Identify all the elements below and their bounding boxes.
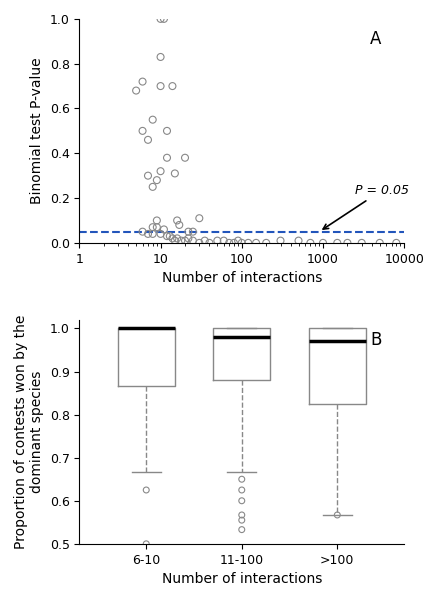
Point — [149, 115, 156, 124]
Point — [307, 238, 314, 248]
Point — [153, 215, 160, 225]
Point — [196, 238, 203, 248]
Point — [181, 236, 188, 245]
Point — [163, 153, 170, 163]
Point — [295, 236, 302, 245]
Point — [171, 169, 178, 178]
Point — [139, 126, 146, 136]
Point — [230, 238, 237, 248]
Point — [245, 238, 252, 248]
Point — [145, 229, 152, 239]
Point — [238, 515, 245, 525]
Point — [157, 81, 164, 91]
Point — [149, 182, 156, 191]
Point — [169, 81, 176, 91]
Point — [181, 153, 188, 163]
Point — [206, 238, 213, 248]
Point — [153, 223, 160, 232]
Point — [235, 236, 242, 245]
Point — [238, 485, 245, 495]
Point — [344, 238, 351, 248]
Point — [157, 52, 164, 62]
X-axis label: Number of interactions: Number of interactions — [162, 572, 322, 586]
Point — [238, 238, 245, 248]
Point — [139, 227, 146, 236]
Point — [226, 238, 233, 248]
Y-axis label: Proportion of contests won by the
dominant species: Proportion of contests won by the domina… — [14, 314, 44, 549]
Point — [143, 539, 150, 548]
Point — [145, 135, 152, 145]
Point — [358, 238, 365, 248]
Point — [238, 510, 245, 520]
Text: P = 0.05: P = 0.05 — [323, 184, 409, 229]
Point — [185, 227, 192, 236]
Point — [196, 214, 203, 223]
Text: B: B — [370, 331, 381, 349]
Point — [201, 236, 208, 245]
Point — [189, 227, 196, 236]
Point — [157, 229, 164, 239]
Point — [143, 485, 150, 495]
Point — [376, 238, 383, 248]
Text: A: A — [370, 30, 381, 48]
Point — [393, 238, 400, 248]
Point — [220, 236, 227, 245]
Point — [166, 232, 173, 241]
Point — [253, 238, 260, 248]
Point — [214, 236, 221, 245]
Point — [238, 496, 245, 506]
Point — [173, 233, 180, 243]
Point — [171, 236, 178, 245]
Point — [173, 215, 180, 225]
Point — [169, 233, 176, 243]
Point — [319, 238, 326, 248]
Point — [334, 510, 341, 520]
Point — [189, 236, 196, 245]
Point — [185, 233, 192, 243]
Point — [157, 14, 164, 23]
Point — [163, 232, 170, 241]
Point — [145, 171, 152, 181]
Point — [176, 220, 183, 230]
Point — [238, 525, 245, 535]
Point — [153, 175, 160, 185]
Point — [157, 166, 164, 176]
Y-axis label: Binomial test P-value: Binomial test P-value — [30, 58, 44, 204]
Point — [263, 238, 270, 248]
Point — [163, 126, 170, 136]
Point — [178, 236, 185, 245]
Point — [334, 238, 341, 248]
Point — [160, 14, 167, 23]
Point — [238, 475, 245, 484]
Point — [160, 224, 167, 234]
Point — [133, 86, 140, 95]
Point — [149, 229, 156, 239]
X-axis label: Number of interactions: Number of interactions — [162, 271, 322, 285]
Point — [149, 223, 156, 232]
Point — [277, 236, 284, 245]
Point — [139, 77, 146, 86]
